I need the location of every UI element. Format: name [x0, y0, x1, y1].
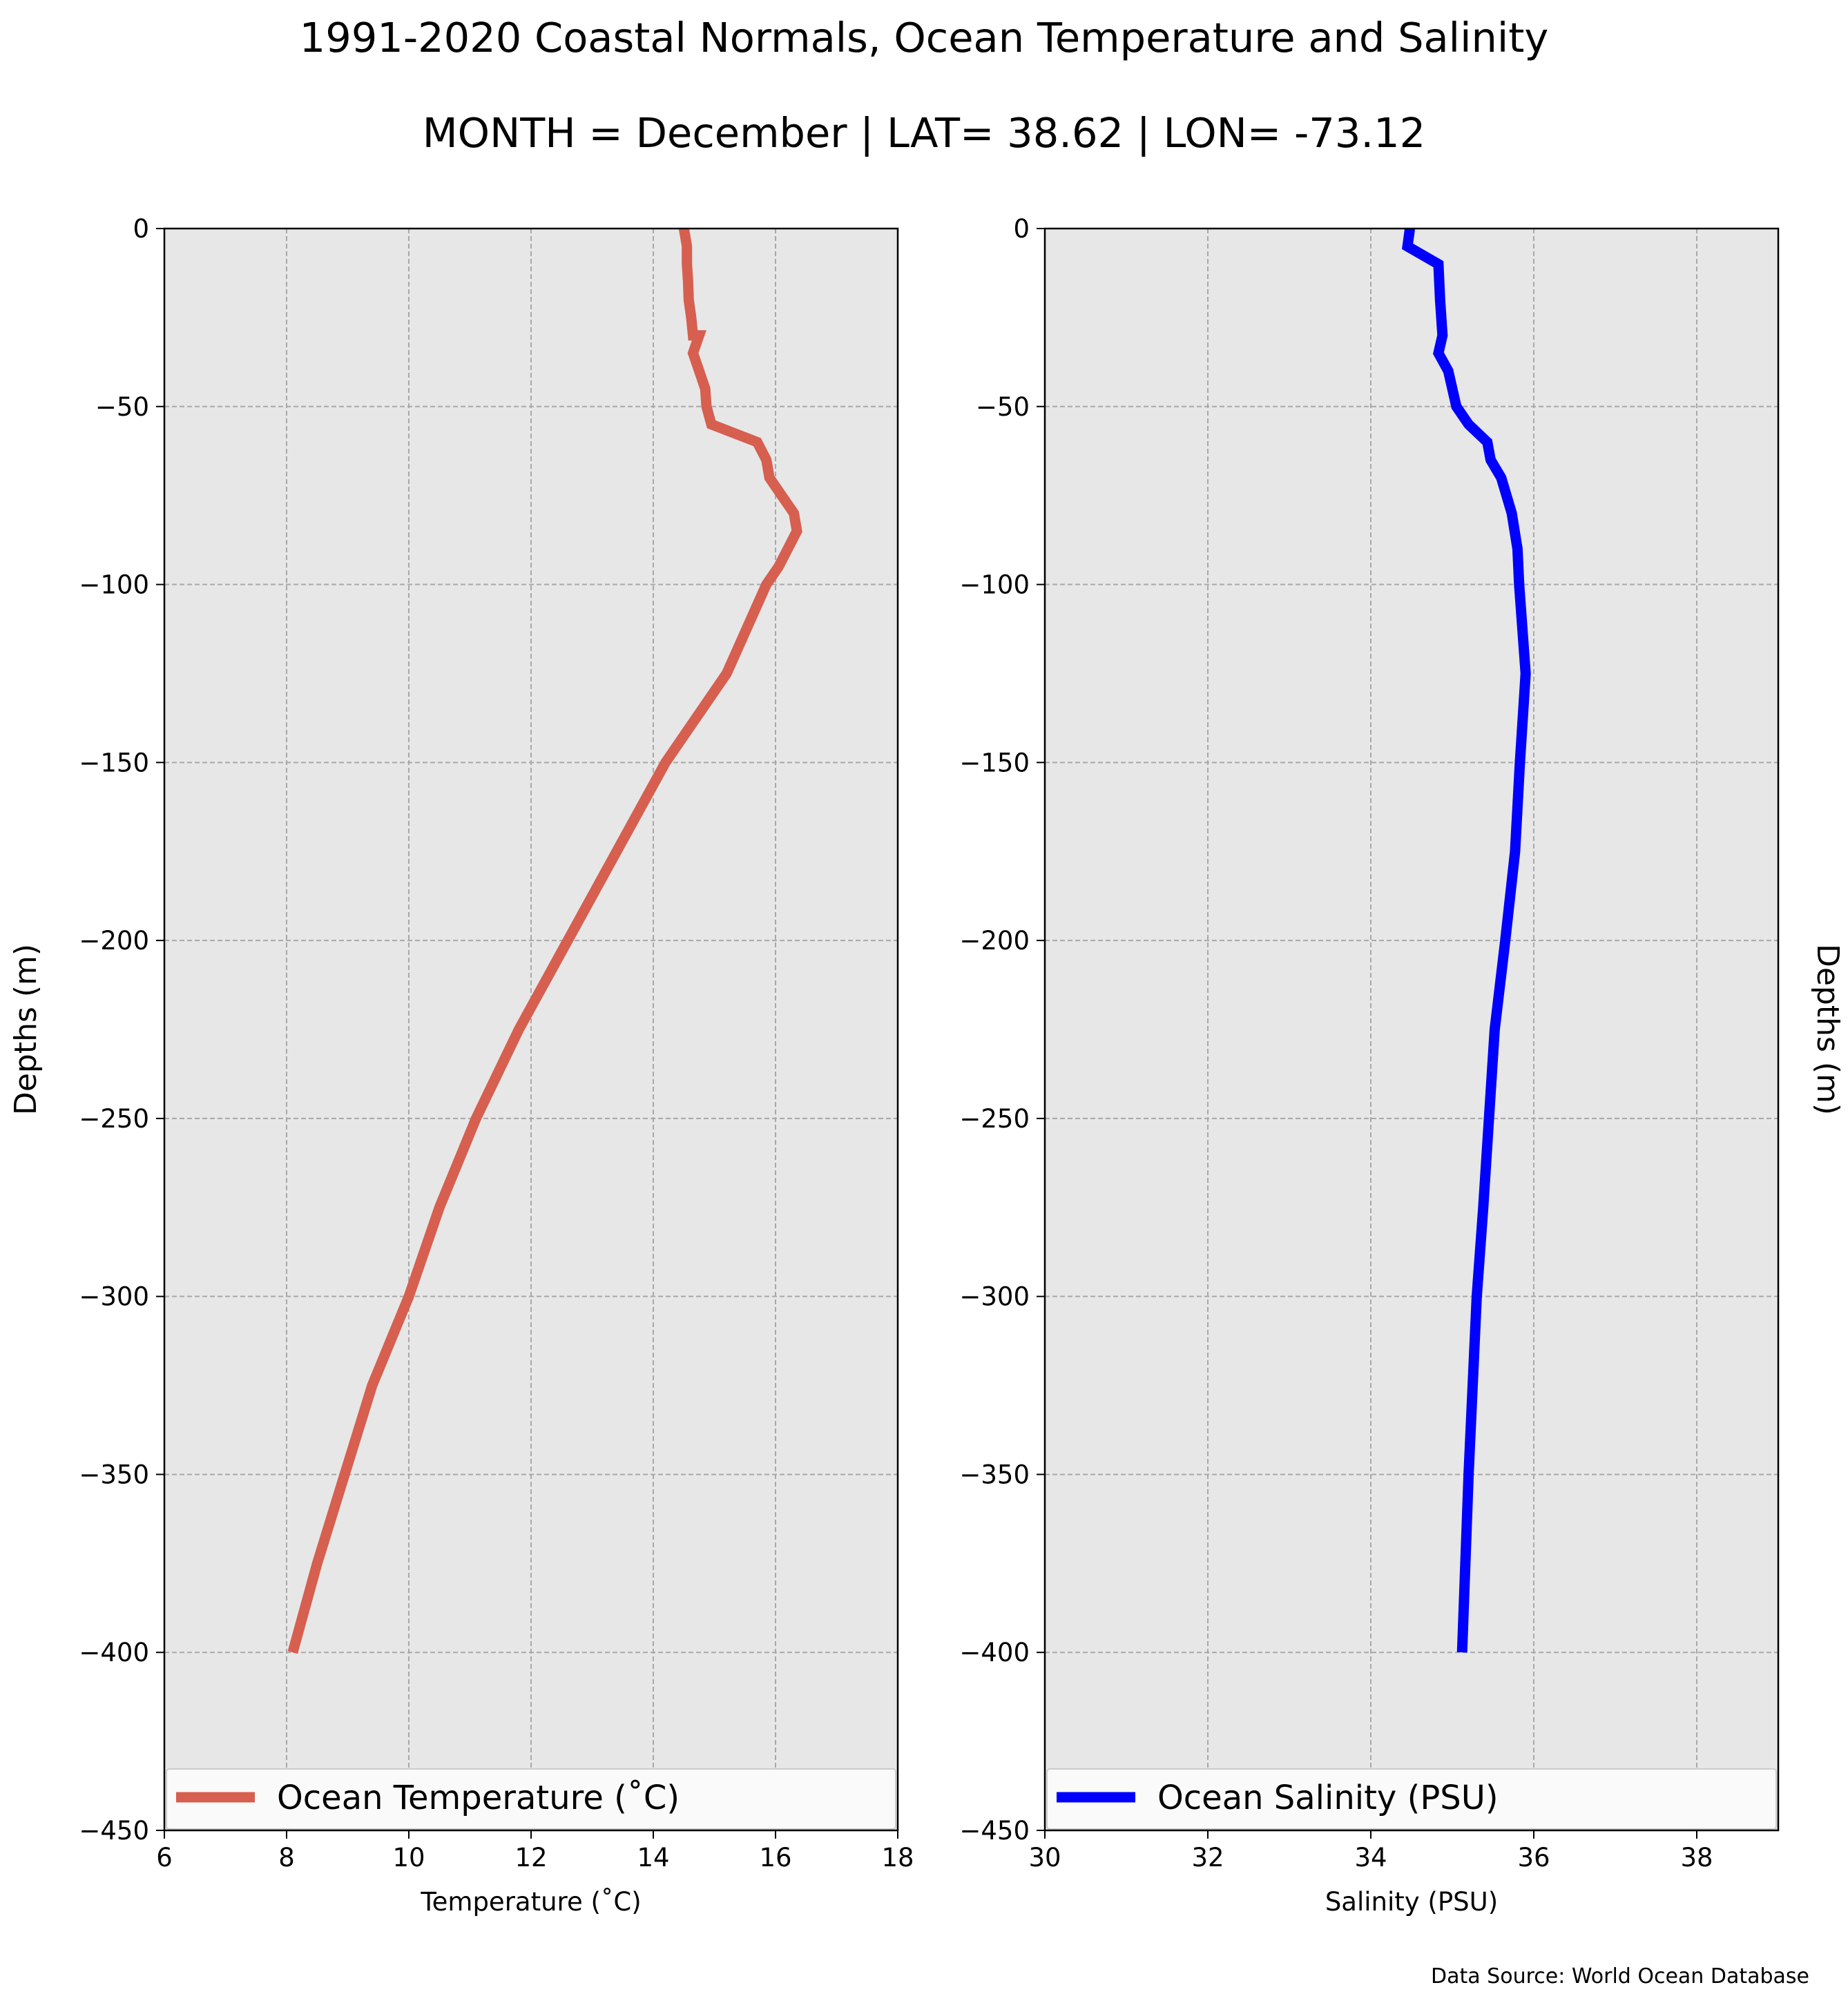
x-tick-label: 18: [881, 1843, 914, 1873]
y-tick-label: −100: [79, 570, 149, 600]
temperature-panel: Ocean Temperature (˚C) 6 8 10 12 14 16 18 0 −50 −1…: [8, 214, 914, 1917]
x-tick-label: 16: [759, 1843, 791, 1873]
y-tick-label: 0: [133, 214, 149, 244]
legend-label: Ocean Salinity (PSU): [1157, 1779, 1499, 1817]
plot-area: [1045, 229, 1778, 1830]
x-tick-label: 12: [514, 1843, 547, 1873]
x-tick-label: 32: [1191, 1843, 1224, 1873]
y-tick-label: −300: [959, 1282, 1030, 1312]
legend-label: Ocean Temperature (˚C): [277, 1779, 680, 1817]
x-axis-label: Salinity (PSU): [1325, 1887, 1498, 1917]
x-tick-label: 34: [1354, 1843, 1387, 1873]
series-line: [1401, 227, 1531, 1653]
y-tick-label: −50: [95, 392, 149, 422]
data-source-note: Data Source: World Ocean Database: [1431, 1964, 1809, 1989]
y-axis-label: Depths (m): [8, 944, 44, 1115]
chart-title: 1991-2020 Coastal Normals, Ocean Tempera…: [300, 14, 1549, 61]
chart-subtitle: MONTH = December | LAT= 38.62 | LON= -73…: [423, 109, 1425, 157]
legend: Ocean Temperature (˚C): [166, 1768, 896, 1830]
y-tick-label: −450: [79, 1816, 149, 1846]
legend-box: [1046, 1768, 1777, 1830]
y-tick-label: −150: [79, 748, 149, 777]
y-tick-label: 0: [1013, 214, 1030, 244]
y-tick-label: −200: [959, 926, 1030, 956]
y-tick-label: −250: [959, 1104, 1030, 1134]
x-tick-label: 36: [1517, 1843, 1550, 1873]
y-tick-label: −250: [79, 1104, 149, 1134]
x-tick-label: 30: [1028, 1843, 1061, 1873]
y-tick-label: −350: [959, 1460, 1030, 1489]
y-tick-label: −150: [959, 748, 1030, 777]
series-line: [287, 227, 802, 1654]
axes-frame: [1043, 227, 1780, 1832]
x-tick-label: 6: [156, 1843, 173, 1873]
y-tick-label: −300: [79, 1282, 149, 1312]
y-tick-label: −200: [79, 926, 149, 956]
y-tick-label: −450: [959, 1816, 1030, 1846]
y-tick-label: −350: [79, 1460, 149, 1489]
x-tick-label: 38: [1680, 1843, 1713, 1873]
x-tick-label: 14: [637, 1843, 669, 1873]
y-tick-label: −400: [79, 1638, 149, 1667]
x-axis-label: Temperature (˚C): [420, 1887, 641, 1917]
y-tick-label: −400: [959, 1638, 1030, 1667]
x-tick-label: 8: [278, 1843, 295, 1873]
legend-box: [166, 1768, 896, 1830]
y-axis-label: Depths (m): [1810, 944, 1845, 1115]
x-tick-label: 10: [392, 1843, 425, 1873]
y-tick-label: −50: [976, 392, 1030, 422]
y-tick-label: −100: [959, 570, 1030, 600]
salinity-panel: Ocean Salinity (PSU) 30 32 34 36 38 0 −50 −100 −1…: [959, 214, 1845, 1917]
legend: Ocean Salinity (PSU): [1046, 1768, 1777, 1830]
